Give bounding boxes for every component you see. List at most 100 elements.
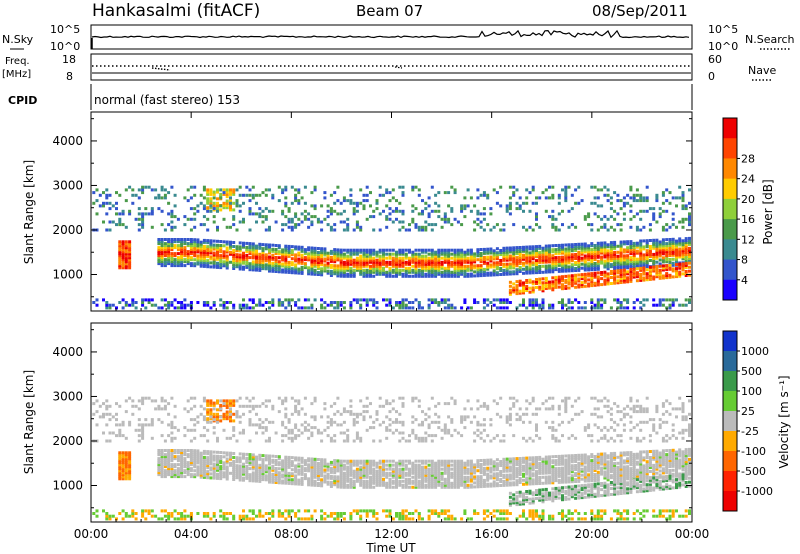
- heatmap-cell: [118, 467, 122, 471]
- heatmap-cell: [515, 288, 519, 292]
- heatmap-cell: [264, 426, 268, 430]
- heatmap-cell: [482, 247, 486, 251]
- heatmap-cell: [212, 259, 216, 263]
- heatmap-cell: [652, 240, 656, 244]
- heatmap-cell: [271, 404, 275, 408]
- heatmap-cell: [391, 469, 395, 473]
- heatmap-cell: [251, 475, 255, 479]
- heatmap-cell: [336, 264, 340, 268]
- heatmap-cell: [193, 207, 197, 211]
- heatmap-cell: [342, 209, 346, 213]
- heatmap-cell: [508, 264, 512, 268]
- heatmap-cell: [675, 273, 678, 277]
- heatmap-cell: [486, 298, 490, 302]
- heatmap-cell: [193, 240, 197, 244]
- heatmap-cell: [258, 254, 262, 258]
- heatmap-cell: [688, 257, 691, 260]
- heatmap-cell: [307, 467, 311, 471]
- heatmap-cell: [398, 475, 402, 479]
- heatmap-cell: [391, 459, 395, 463]
- nsearch-tick-bottom: 10^0: [708, 40, 738, 53]
- heatmap-cell: [212, 514, 216, 518]
- heatmap-cell: [216, 472, 219, 476]
- heatmap-cell: [548, 246, 551, 250]
- heatmap-cell: [284, 463, 288, 467]
- heatmap-cell: [242, 404, 245, 408]
- heatmap-cell: [206, 450, 210, 454]
- heatmap-cell: [300, 271, 304, 275]
- heatmap-cell: [635, 245, 639, 249]
- heatmap-cell: [600, 245, 604, 249]
- heatmap-cell: [277, 479, 281, 483]
- heatmap-cell: [352, 272, 356, 276]
- heatmap-cell: [167, 244, 171, 248]
- heatmap-cell: [382, 252, 385, 256]
- heatmap-cell: [603, 265, 607, 269]
- heatmap-cell: [349, 485, 353, 489]
- heatmap-cell: [642, 278, 646, 282]
- heatmap-cell: [300, 212, 304, 216]
- heatmap-cell: [665, 298, 669, 302]
- heatmap-cell: [245, 404, 249, 408]
- heatmap-cell: [212, 255, 216, 259]
- heatmap-cell: [684, 298, 688, 302]
- heatmap-cell: [629, 262, 633, 266]
- heatmap-cell: [590, 260, 594, 264]
- heatmap-cell: [346, 250, 350, 254]
- heatmap-cell: [261, 263, 265, 267]
- heatmap-cell: [632, 259, 636, 263]
- heatmap-cell: [326, 253, 330, 257]
- heatmap-cell: [473, 220, 477, 224]
- heatmap-cell: [303, 428, 307, 432]
- heatmap-cell: [173, 238, 177, 241]
- heatmap-cell: [258, 418, 262, 422]
- heatmap-cell: [395, 262, 398, 266]
- heatmap-cell: [163, 461, 167, 465]
- heatmap-cell: [216, 401, 219, 405]
- heatmap-cell: [261, 514, 265, 518]
- heatmap-cell: [238, 241, 242, 245]
- heatmap-cell: [684, 251, 688, 255]
- heatmap-cell: [587, 272, 591, 276]
- heatmap-cell: [333, 209, 337, 213]
- heatmap-cell: [222, 512, 226, 515]
- heatmap-cell: [577, 260, 581, 264]
- heatmap-cell: [255, 260, 258, 264]
- heatmap-cell: [248, 459, 252, 463]
- heatmap-cell: [590, 252, 594, 256]
- heatmap-cell: [398, 483, 402, 487]
- heatmap-cell: [486, 247, 490, 251]
- heatmap-cell: [300, 464, 304, 468]
- heatmap-cell: [258, 207, 262, 211]
- heatmap-cell: [369, 479, 372, 483]
- heatmap-cell: [473, 301, 477, 304]
- heatmap-cell: [150, 303, 154, 307]
- heatmap-cell: [606, 280, 610, 284]
- heatmap-cell: [258, 303, 262, 307]
- heatmap-cell: [199, 248, 203, 252]
- heatmap-cell: [209, 239, 213, 243]
- heatmap-cell: [658, 262, 662, 266]
- heatmap-cell: [232, 208, 236, 212]
- heatmap-cell: [574, 269, 578, 272]
- heatmap-cell: [447, 303, 451, 307]
- heatmap-cell: [391, 431, 395, 435]
- heatmap-cell: [551, 223, 555, 227]
- heatmap-cell: [655, 256, 659, 260]
- heatmap-cell: [294, 196, 298, 200]
- heatmap-cell: [678, 237, 682, 241]
- heatmap-cell: [303, 266, 307, 270]
- heatmap-cell: [212, 426, 216, 430]
- heatmap-cell: [570, 267, 574, 271]
- heatmap-cell: [183, 223, 187, 227]
- heatmap-cell: [502, 254, 506, 258]
- heatmap-cell: [613, 258, 617, 262]
- heatmap-cell: [369, 270, 372, 274]
- heatmap-cell: [388, 514, 392, 518]
- heatmap-cell: [245, 458, 249, 462]
- heatmap-cell: [176, 467, 180, 471]
- heatmap-cell: [147, 396, 151, 400]
- heatmap-cell: [495, 253, 499, 257]
- heatmap-cell: [199, 465, 203, 469]
- heatmap-cell: [678, 270, 682, 274]
